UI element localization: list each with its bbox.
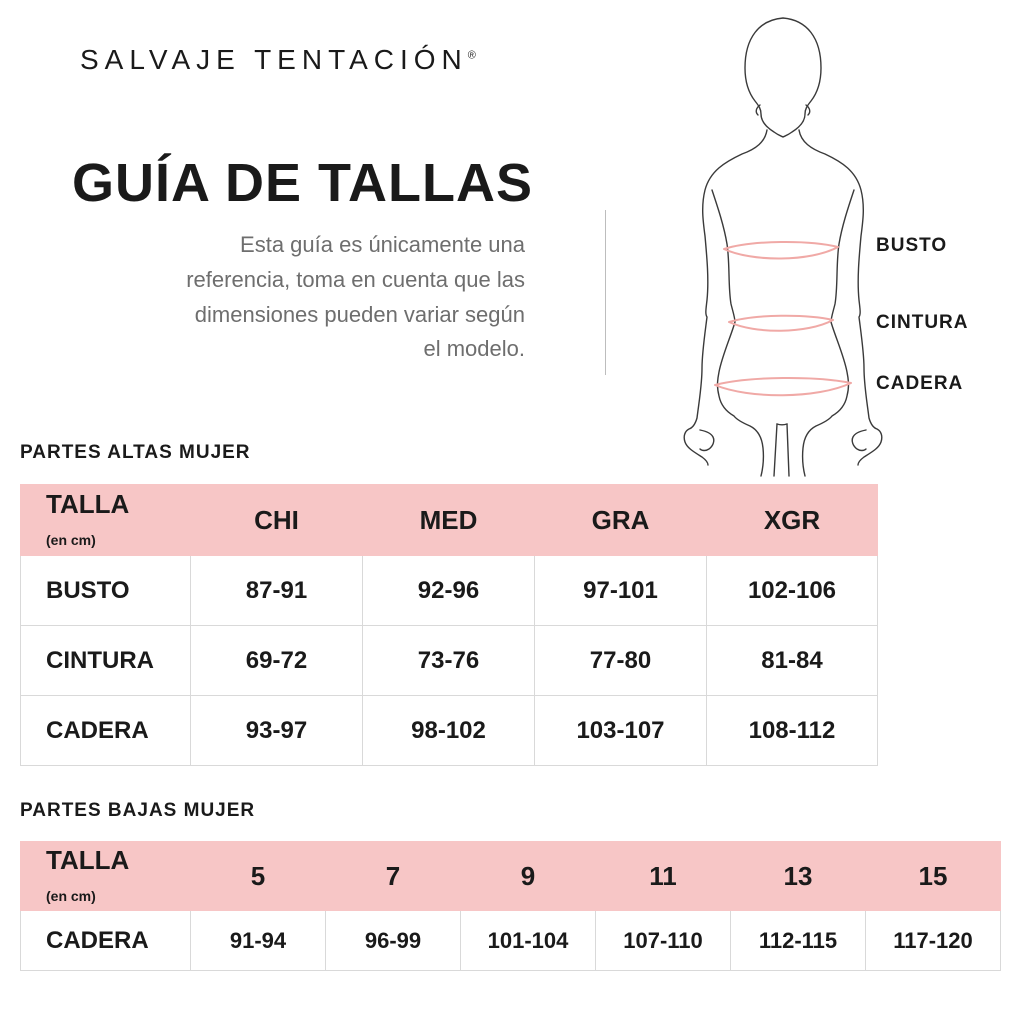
svg-text:CADERA: CADERA <box>876 373 963 394</box>
svg-text:CINTURA: CINTURA <box>876 312 969 333</box>
svg-text:BUSTO: BUSTO <box>876 235 947 256</box>
